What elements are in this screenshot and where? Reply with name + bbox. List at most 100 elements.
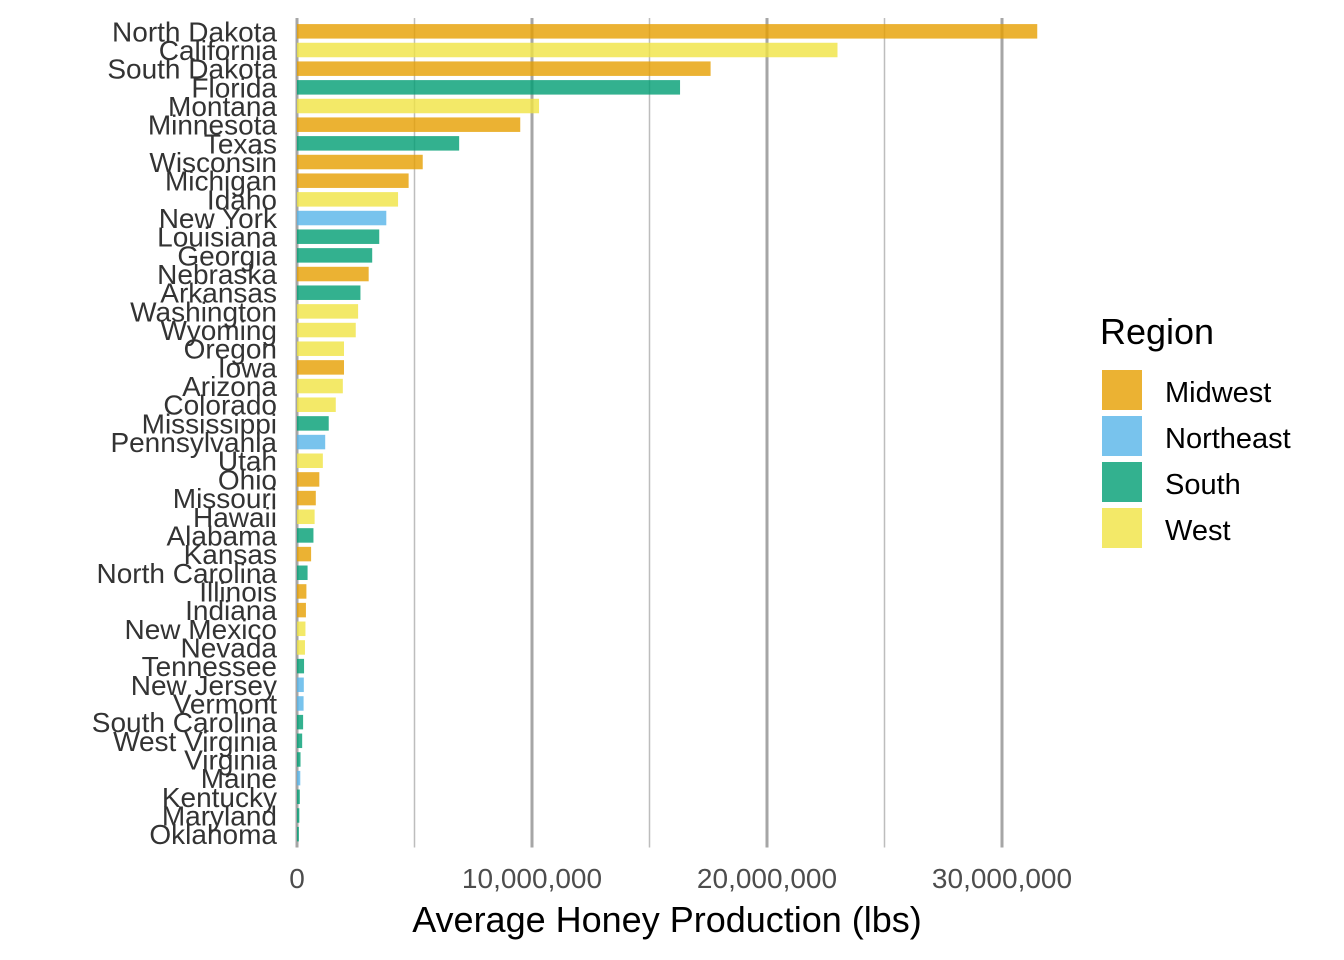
x-tick-label: 20,000,000: [697, 863, 837, 894]
bar-kentucky: [297, 789, 300, 805]
bar-indiana: [297, 602, 306, 618]
bar-maryland: [297, 808, 300, 823]
legend-swatch: [1102, 462, 1142, 502]
state-label: Pennsylvania: [110, 427, 277, 458]
bar-louisiana: [297, 229, 380, 244]
bar-utah: [297, 453, 323, 468]
state-label: New York: [159, 203, 278, 234]
legend-swatch: [1102, 416, 1142, 456]
legend-label: South: [1165, 469, 1241, 501]
state-label: Louisiana: [157, 222, 277, 253]
bar-oklahoma: [297, 826, 299, 842]
bar-alabama: [297, 528, 314, 543]
bar-pennsylvania: [297, 434, 326, 450]
state-label: Nevada: [180, 632, 277, 663]
bar-wisconsin: [297, 154, 423, 170]
state-label: Arizona: [182, 371, 277, 402]
state-label: Indiana: [185, 595, 277, 626]
state-label: Minnesota: [148, 110, 278, 141]
legend-swatch: [1102, 508, 1142, 548]
state-label: Missouri: [173, 483, 277, 514]
bar-washington: [297, 304, 359, 319]
x-tick-labels: 0 10,000,000 20,000,000 30,000,000: [289, 863, 1072, 894]
bar-ohio: [297, 472, 320, 487]
state-label: Florida: [191, 72, 277, 103]
state-label: Kentucky: [162, 782, 277, 813]
bar-minnesota: [297, 117, 521, 132]
state-label: Georgia: [177, 240, 277, 271]
bar-florida: [297, 80, 681, 95]
state-label: Illinois: [199, 576, 277, 607]
state-label: Utah: [218, 446, 277, 477]
state-label: Texas: [204, 128, 277, 159]
bar-arkansas: [297, 285, 361, 300]
bar-south-dakota: [297, 61, 711, 76]
bar-illinois: [297, 584, 307, 599]
state-label: Nebraska: [157, 259, 277, 290]
x-tick-label: 10,000,000: [462, 863, 602, 894]
bar-missouri: [297, 490, 316, 506]
legend-entries: Midwest Northeast South West: [1102, 370, 1291, 548]
bar-south-carolina: [297, 714, 304, 730]
bar-wyoming: [297, 322, 356, 338]
state-label: Iowa: [218, 352, 278, 383]
bar-tennessee: [297, 658, 305, 674]
bar-michigan: [297, 173, 409, 188]
bar-north-carolina: [297, 565, 308, 581]
state-label: Colorado: [163, 390, 277, 421]
bar-oregon: [297, 341, 344, 356]
x-axis-title: Average Honey Production (lbs): [412, 899, 922, 940]
bar-north-dakota: [297, 24, 1038, 39]
bar-west-virginia: [297, 733, 303, 749]
bar-idaho: [297, 192, 399, 207]
bars: [297, 24, 1038, 842]
state-label: Virginia: [184, 744, 277, 775]
bar-new-mexico: [297, 621, 306, 637]
bar-hawaii: [297, 509, 315, 525]
state-label: Montana: [168, 91, 277, 122]
state-label: West Virginia: [113, 726, 277, 757]
bar-kansas: [297, 546, 312, 562]
bar-new-jersey: [297, 677, 304, 693]
state-label: South Dakota: [107, 54, 277, 85]
bar-montana: [297, 98, 540, 114]
state-label: California: [159, 35, 278, 66]
x-tick-label: 0: [289, 863, 305, 894]
state-label: Oregon: [184, 334, 277, 365]
legend-title: Region: [1100, 311, 1214, 352]
bar-vermont: [297, 696, 304, 711]
bar-virginia: [297, 752, 301, 767]
bar-iowa: [297, 360, 344, 375]
state-label: Idaho: [207, 184, 277, 215]
state-label: Ohio: [218, 464, 277, 495]
legend-label: West: [1165, 515, 1231, 547]
state-label: Mississippi: [142, 408, 277, 439]
state-label: Tennessee: [142, 651, 277, 682]
state-label: Maine: [201, 763, 277, 794]
state-label: Kansas: [184, 539, 277, 570]
state-label: North Carolina: [96, 558, 277, 589]
state-label: Oklahoma: [149, 819, 277, 850]
state-label: Alabama: [166, 520, 277, 551]
state-label: Washington: [130, 296, 277, 327]
state-label: Michigan: [165, 166, 277, 197]
bar-mississippi: [297, 416, 329, 431]
bar-arizona: [297, 378, 343, 394]
bar-colorado: [297, 397, 336, 412]
legend-swatch: [1102, 370, 1142, 410]
state-label: Wisconsin: [149, 147, 277, 178]
bar-new-york: [297, 210, 387, 226]
state-label: New Mexico: [125, 614, 277, 645]
bar-nevada: [297, 640, 305, 655]
legend: Region Midwest Northeast South West: [1100, 311, 1291, 548]
legend-label: Midwest: [1165, 377, 1271, 409]
bar-texas: [297, 136, 460, 151]
state-label: North Dakota: [112, 16, 277, 47]
state-label: Hawaii: [193, 502, 277, 533]
state-label: Wyoming: [161, 315, 277, 346]
x-tick-label: 30,000,000: [932, 863, 1072, 894]
state-label: New Jersey: [131, 670, 277, 701]
bar-maine: [297, 770, 301, 786]
